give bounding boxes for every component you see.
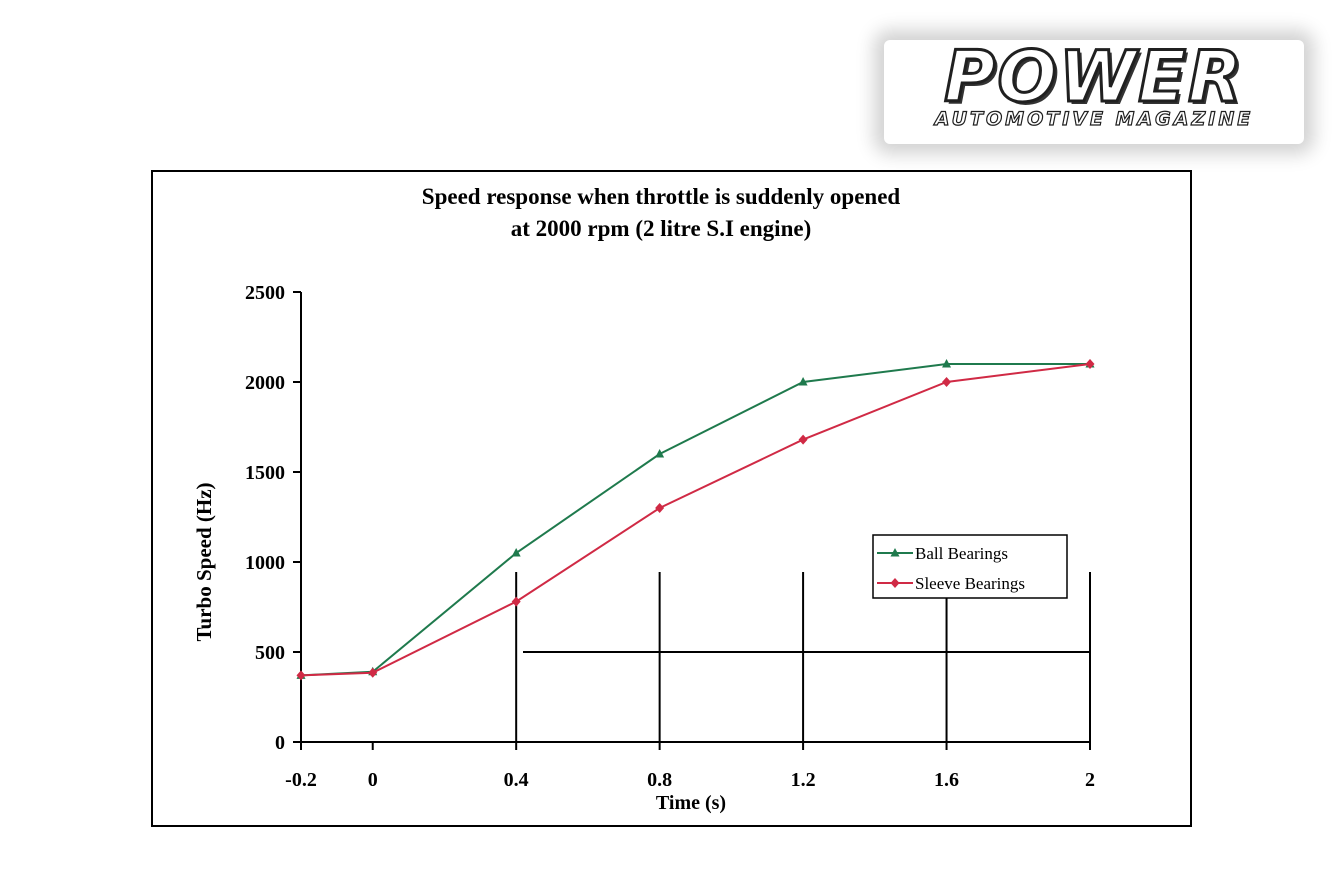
- y-tick-label: 0: [275, 732, 285, 754]
- data-point: [368, 667, 378, 678]
- y-tick-label: 2000: [245, 372, 285, 394]
- data-point: [511, 596, 521, 607]
- x-tick-label: 2: [1085, 769, 1095, 791]
- x-tick-label: -0.2: [285, 769, 317, 791]
- line-chart: Speed response when throttle is suddenly…: [192, 184, 1095, 814]
- series-line-2: [300, 363, 1091, 677]
- legend-label: Ball Bearings: [915, 544, 1008, 563]
- legend-box: [872, 534, 1068, 599]
- legend-marker: [890, 578, 900, 588]
- chart-subtitle: at 2000 rpm (2 litre S.I engine): [511, 216, 811, 241]
- data-point: [655, 449, 665, 458]
- data-point: [296, 670, 306, 681]
- logo-tagline: AUTOMOTIVE MAGAZINE: [934, 108, 1254, 130]
- data-point: [1085, 359, 1095, 369]
- data-point: [942, 359, 952, 368]
- chart-artifact-lines: [515, 572, 1091, 742]
- legend-label: Sleeve Bearings: [915, 574, 1025, 593]
- data-point: [942, 377, 952, 387]
- x-tick-label: 1.6: [934, 769, 959, 791]
- y-axis-label: Turbo Speed (Hz): [192, 482, 216, 641]
- x-tick-label: 0.4: [504, 769, 529, 791]
- x-tick-label: 1.2: [791, 769, 816, 791]
- data-point: [798, 434, 808, 445]
- data-point: [798, 377, 808, 386]
- x-tick-label: 0.8: [647, 769, 672, 791]
- x-axis-label: Time (s): [656, 792, 726, 814]
- magazine-logo: POWER AUTOMOTIVE MAGAZINE: [884, 40, 1304, 144]
- series-layer: [296, 359, 1095, 681]
- y-tick-label: 1000: [245, 552, 285, 574]
- chart-title: Speed response when throttle is suddenly…: [422, 184, 901, 209]
- data-point: [655, 503, 665, 513]
- logo-title: POWER: [943, 36, 1244, 118]
- data-point: [511, 548, 521, 557]
- chart-frame: Speed response when throttle is suddenly…: [151, 170, 1192, 827]
- x-tick-label: 0: [368, 769, 378, 791]
- y-tick-label: 2500: [245, 282, 285, 304]
- y-tick-label: 500: [255, 642, 285, 664]
- y-tick-label: 1500: [245, 462, 285, 484]
- legend-marker: [890, 548, 900, 557]
- series-line-1: [300, 363, 1090, 677]
- legend: Ball Bearings Sleeve Bearings: [872, 534, 1068, 599]
